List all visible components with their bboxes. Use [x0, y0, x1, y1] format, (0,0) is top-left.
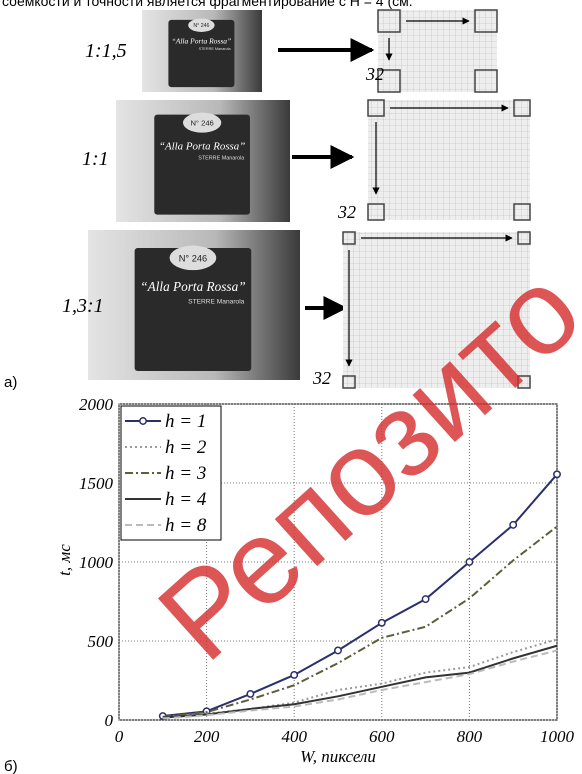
- grid-image: [368, 100, 530, 220]
- point: [335, 647, 341, 653]
- sign-title: “Alla Porta Rossa”: [172, 36, 232, 45]
- legend-marker: [140, 418, 146, 424]
- y-tick-label: 0: [105, 711, 114, 730]
- y-tick-label: 1500: [79, 474, 114, 493]
- figure-a-label: а): [4, 374, 17, 391]
- size-label: 32: [365, 64, 384, 84]
- legend-label: h = 4: [165, 489, 207, 510]
- legend-label: h = 2: [165, 437, 207, 458]
- point: [510, 522, 516, 528]
- legend-label: h = 1: [165, 411, 206, 432]
- y-tick-label: 500: [88, 632, 114, 651]
- size-label: 32: [312, 368, 331, 388]
- legend-label: h = 3: [165, 463, 206, 484]
- ratio-label: 1:1,5: [85, 40, 127, 62]
- sign-number: N° 246: [193, 23, 209, 29]
- size-label: 32: [337, 202, 356, 222]
- x-tick-label: 600: [369, 727, 395, 746]
- x-tick-label: 1000: [540, 727, 575, 746]
- point: [291, 672, 297, 678]
- point: [247, 691, 253, 697]
- grid-image: [378, 10, 497, 92]
- point: [466, 559, 472, 565]
- x-tick-label: 200: [194, 727, 220, 746]
- ratio-label: 1,3:1: [62, 295, 104, 317]
- figure-b-label: б): [4, 758, 18, 774]
- x-tick-label: 800: [457, 727, 483, 746]
- y-tick-label: 2000: [79, 395, 114, 414]
- sign-subtitle: STERRE Manarola: [199, 47, 232, 51]
- point: [422, 596, 428, 602]
- y-tick-label: 1000: [79, 553, 114, 572]
- header-text: соемкости и точности является фрагментир…: [2, 0, 413, 9]
- ratio-label: 1:1: [82, 148, 109, 170]
- sign-number: N° 246: [190, 119, 213, 128]
- y-axis-label: t, мс: [55, 544, 74, 576]
- x-tick-label: 400: [281, 727, 307, 746]
- page: соемкости и точности является фрагментир…: [0, 0, 582, 774]
- sign-title: “Alla Porta Rossa”: [159, 141, 245, 153]
- point: [554, 471, 560, 477]
- sign-number: N° 246: [179, 254, 207, 264]
- x-tick-label: 0: [115, 727, 124, 746]
- sign-title: “Alla Porta Rossa”: [140, 279, 245, 294]
- x-axis-label: W, пиксели: [300, 747, 376, 766]
- point: [379, 620, 385, 626]
- sign-subtitle: STERRE Manarola: [188, 298, 245, 305]
- sign-subtitle: STERRE Manarola: [198, 156, 245, 162]
